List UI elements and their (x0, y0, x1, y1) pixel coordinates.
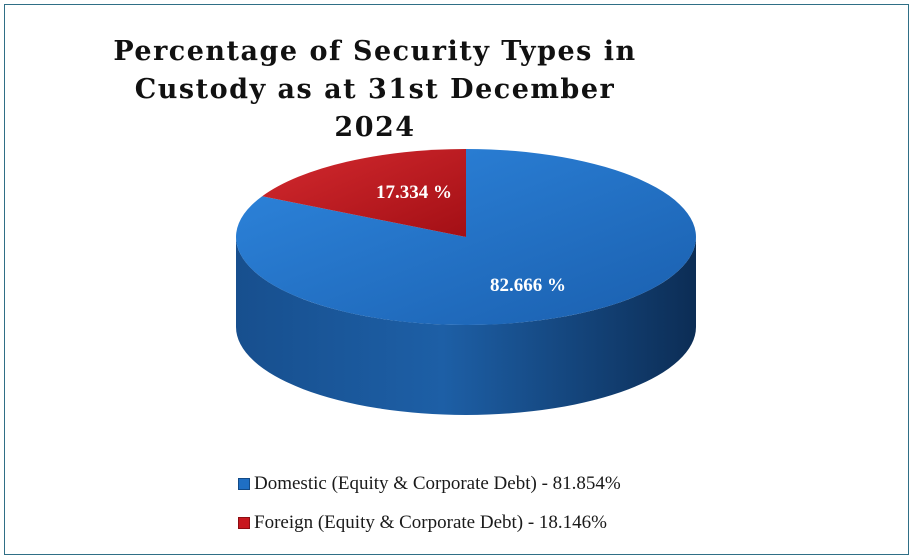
chart-legend: Domestic (Equity & Corporate Debt) - 81.… (238, 470, 621, 548)
legend-label-domestic: Domestic (Equity & Corporate Debt) - 81.… (254, 472, 621, 494)
data-label-domestic: 82.666 % (490, 275, 566, 296)
legend-swatch-foreign (238, 516, 250, 529)
chart-title-line-1: Percentage of Security Types in (113, 36, 637, 67)
chart-frame: Percentage of Security Types in Custody … (4, 4, 909, 555)
chart-title: Percentage of Security Types in Custody … (95, 33, 655, 147)
legend-label-foreign: Foreign (Equity & Corporate Debt) - 18.1… (254, 511, 608, 533)
pie-slice-foreign (262, 149, 466, 237)
data-label-foreign: 17.334 % (376, 182, 452, 203)
legend-item-domestic: Domestic (Equity & Corporate Debt) - 81.… (238, 470, 621, 497)
pie-side-domestic (236, 237, 696, 415)
chart-title-line-2: Custody as at 31st December 2024 (134, 74, 616, 143)
legend-swatch-domestic (238, 477, 250, 490)
legend-item-foreign: Foreign (Equity & Corporate Debt) - 18.1… (238, 509, 621, 536)
